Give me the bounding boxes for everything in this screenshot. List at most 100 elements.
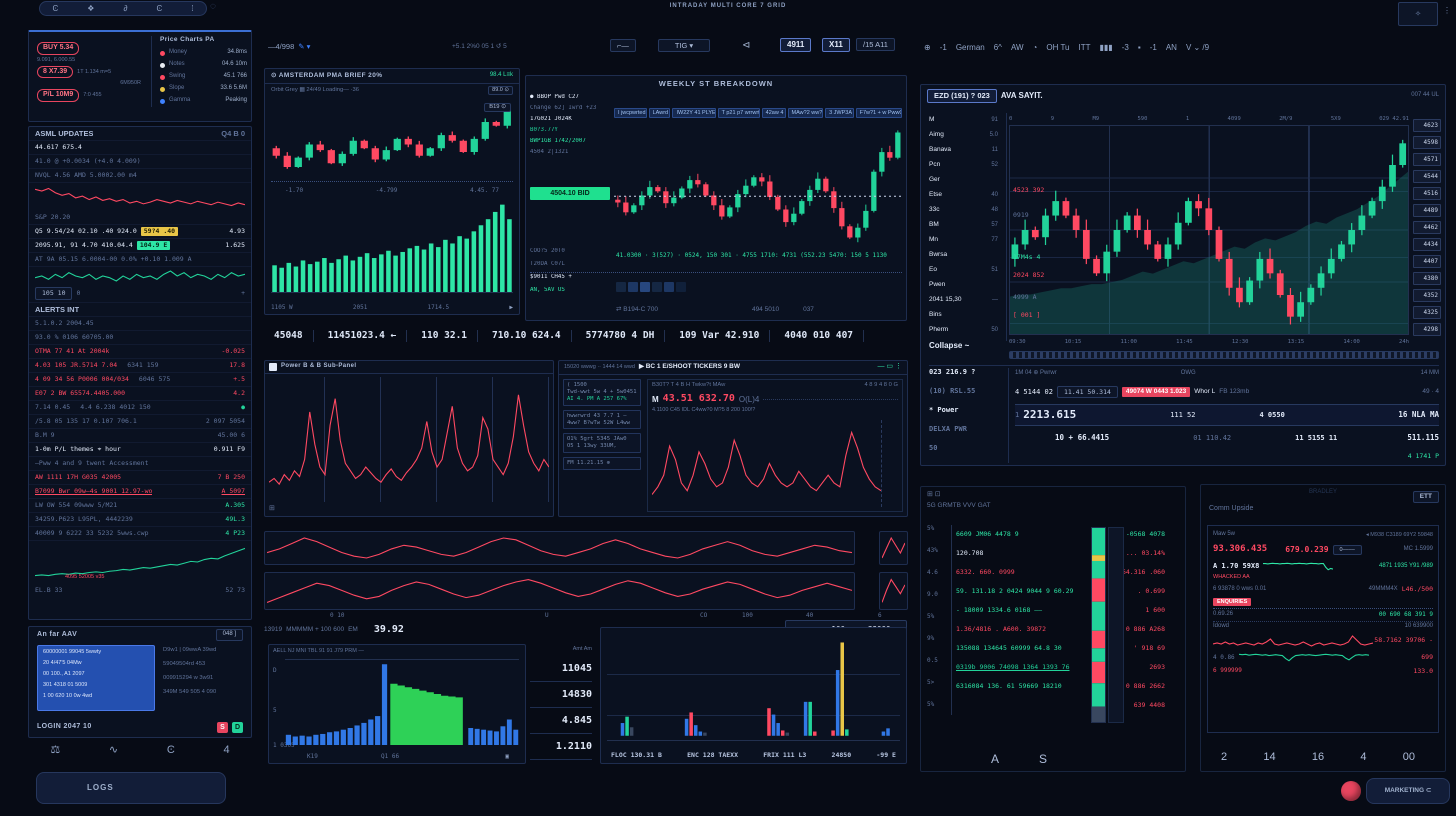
order-row[interactable]: 4 5144 02 11.41 50.314 49074 W 0443 1.02… (1015, 382, 1439, 402)
toolbar-item[interactable]: ▪ (1137, 43, 1141, 52)
rsi-row[interactable]: 105 10 0 + (29, 285, 251, 303)
watchlist-row[interactable]: NVQL 4.56 AMD 5.0002.00 m4 (29, 169, 251, 183)
metric-card[interactable]: FM 11.21.15 ⊕ (563, 457, 641, 470)
alert-row[interactable]: 1-0m P/L themes ⌖ hour 0.911 F9 (29, 443, 251, 457)
toolbar-item[interactable]: V ⌄ /9 (1185, 43, 1210, 52)
edit-icon[interactable]: ✎ ▾ (298, 42, 311, 51)
indicator-tab[interactable]: T p21 p7 wrrwrt (717, 107, 760, 119)
indicator-tab[interactable]: F7w?1 + w Pww0 (855, 107, 902, 119)
alert-row[interactable]: 34259.P623 L95PL, 4442239 49L.3 (29, 513, 251, 527)
enquiries-badge[interactable]: ENQUIRIES (1213, 598, 1252, 606)
symbol-selector[interactable]: EZD (191) ? 023 (927, 89, 997, 103)
refresh-icon[interactable]: ◌ (210, 1, 216, 12)
orders-left-item[interactable]: (10) RSL.55 (929, 387, 976, 395)
toolbar-item[interactable]: AW (1010, 43, 1024, 52)
alert-row[interactable]: OTMA 77 41 At 2004k -0.025 (29, 345, 251, 359)
orders-left-item[interactable]: DELXA PWR (929, 425, 967, 433)
orderbook-row[interactable]: 1.36/4816 . A600. 39872 0 886 A268 (956, 620, 1177, 639)
metric-row[interactable]: Pcn 52 (929, 158, 1006, 173)
orderbook-row[interactable]: 6609 JM06 4478 9 -0568 4078 (956, 525, 1177, 544)
indicator-tab[interactable]: IW22Y 41 PLYE (672, 107, 716, 119)
orders-left-item[interactable]: 023 216.9 ? (929, 368, 976, 376)
toolbar-item[interactable]: ▮▮▮ (1099, 43, 1113, 52)
topbar-icon[interactable]: ❖ (87, 3, 95, 13)
toolbar-item[interactable]: OH Tu (1046, 43, 1070, 52)
orderbook-row[interactable]: 0319b 9006 74098 1364 1393 76 2693 (956, 658, 1177, 677)
expand-icon[interactable]: ⊞ (269, 505, 275, 513)
watchlist-row[interactable]: Q5 9.54/24 02.10 .40 924.0 59?4 .40 4.93 (29, 225, 251, 239)
indicator-tab[interactable]: 42aw 4 (761, 107, 786, 119)
metric-row[interactable]: Eo 51 (929, 263, 1006, 278)
cursor-tool-icon[interactable]: ⊲ (742, 40, 751, 51)
sidebar-tool-icon[interactable]: ⚖ (50, 744, 61, 756)
deal-icon[interactable]: D (232, 722, 243, 733)
topbar-icon[interactable]: Ͼ (52, 3, 59, 13)
play-icon[interactable]: ▶ (509, 303, 513, 311)
ticker-tabs[interactable]: B30T? T 4 B H Twkw?t MAw (652, 382, 726, 389)
pager-icon[interactable]: 14 (1263, 751, 1276, 764)
alert-row[interactable]: E07 2 BW 65574.4405.000 4.2 (29, 387, 251, 401)
right-candle-chart[interactable] (1009, 125, 1409, 335)
side-toggle[interactable]: S (1039, 752, 1048, 766)
metric-row[interactable]: 2041 15,30 — (929, 293, 1006, 308)
watchlist-row[interactable]: ASML UPDATES Q4 B 0 (29, 127, 251, 141)
main-candle-chart[interactable] (614, 122, 902, 248)
marketing-button[interactable]: MARKETING ⊂ (1366, 778, 1450, 804)
account-summary-card[interactable]: 60000001 99045 5wwty 20 4/47'5 04Mw 00 100… (37, 645, 155, 711)
metric-row[interactable]: Banava 11 (929, 143, 1006, 158)
topbar-icon[interactable]: ∂ (123, 3, 128, 13)
position-badge[interactable]: BUY 5.34 (37, 42, 80, 55)
watchlist-row[interactable]: S&P 20.20 (29, 211, 251, 225)
alert-row[interactable]: B7099 Bwr 09w—4s 9001 12.97-wo A 5097 (29, 485, 251, 499)
alert-row[interactable]: LW OW 554 09www 5/M21 A.305 (29, 499, 251, 513)
orderbook-row[interactable]: 135088 134645 60999 64.8 30 ' 918 69 (956, 639, 1177, 658)
orderbook-row[interactable]: - 18009 1334.6 0168 —— 1 600 (956, 601, 1177, 620)
chart-scrollbar[interactable] (1009, 351, 1439, 359)
alert-row[interactable]: 93.0 % 0106 60705.00 (29, 331, 251, 345)
topbar-icon[interactable]: Ͼ (156, 3, 163, 13)
window-controls[interactable]: — ▭ ⋮ (877, 363, 902, 371)
ladder-value[interactable]: 1.2110 (530, 734, 592, 760)
sidebar-tool-icon[interactable]: 4 (223, 744, 230, 756)
indicator-tab[interactable]: 3 JWP3A (825, 107, 854, 119)
toolbar-item[interactable]: -3 (1121, 43, 1129, 52)
collapse-toggle[interactable]: Collapse ~ (929, 341, 970, 350)
workspace-icon[interactable]: ✧ (1398, 2, 1438, 26)
alert-row[interactable]: AW 1111 17H G035 42005 7 B 250 (29, 471, 251, 485)
record-icon[interactable] (1341, 781, 1361, 801)
metric-row[interactable]: Bins (929, 308, 1006, 323)
metric-row[interactable]: Etse 40 (929, 188, 1006, 203)
ett-button[interactable]: ETT (1412, 491, 1439, 504)
interval-select[interactable]: TIG ▾ (658, 39, 710, 53)
order-row-selected[interactable]: 1 2213.615 111 52 4 0550 16 NLA MA (1015, 404, 1439, 426)
metric-row[interactable]: Mn 77 (929, 233, 1006, 248)
sidebar-tool-icon[interactable]: ∿ (108, 744, 119, 756)
indicator-tab[interactable]: I jwcpwrted (614, 107, 647, 119)
ladder-value[interactable]: 11045 (530, 656, 592, 682)
volatility-line-chart[interactable] (269, 377, 549, 502)
toolbar-item[interactable]: -1 (1149, 43, 1157, 52)
preset-4911-button[interactable]: 4911 (780, 38, 812, 52)
watchlist-row[interactable]: 41.0 @ +0.0034 (+4.0 4.009) (29, 155, 251, 169)
panel-handle-icon[interactable] (269, 363, 277, 371)
toolbar-item[interactable]: 6^ (993, 43, 1002, 52)
orderbook-icons[interactable]: ⊞ ⊡ (927, 491, 941, 498)
indicator-tab[interactable]: MAw?2 ww? (787, 107, 824, 119)
side-toggle[interactable]: A (991, 752, 1000, 766)
alert-row[interactable]: 5.1.0.2 2004.45 (29, 317, 251, 331)
overflow-menu-icon[interactable]: ⋮ (1443, 6, 1451, 15)
panel-sub-box[interactable]: 89.0 ⊙ (488, 86, 513, 95)
metric-row[interactable]: 33c 48 (929, 203, 1006, 218)
account-box[interactable]: 048 ] (215, 629, 243, 641)
metric-row[interactable]: Bwrsa (929, 248, 1006, 263)
position-badge[interactable]: P/L 10M9 (37, 89, 80, 102)
watchlist-row[interactable]: 2095.91, 91 4.70 410.04.4 104.9 E 1.625 (29, 239, 251, 253)
pager-icon[interactable]: 4 (1360, 751, 1367, 764)
position-badge[interactable]: 8 X7.39 (37, 65, 74, 79)
pager-icon[interactable]: 00 (1402, 751, 1415, 764)
rsi-box[interactable]: 105 10 (35, 287, 73, 300)
range-box[interactable]: 0‒‒‒‒ (1332, 544, 1362, 556)
topbar-icon[interactable]: ⁞ (191, 3, 194, 13)
watchlist-row[interactable]: AT 9A 05.15 6.0004-00 0.0% +0.10 1.009 A (29, 253, 251, 267)
alert-row[interactable]: B.M 9 45.00 6 (29, 429, 251, 443)
